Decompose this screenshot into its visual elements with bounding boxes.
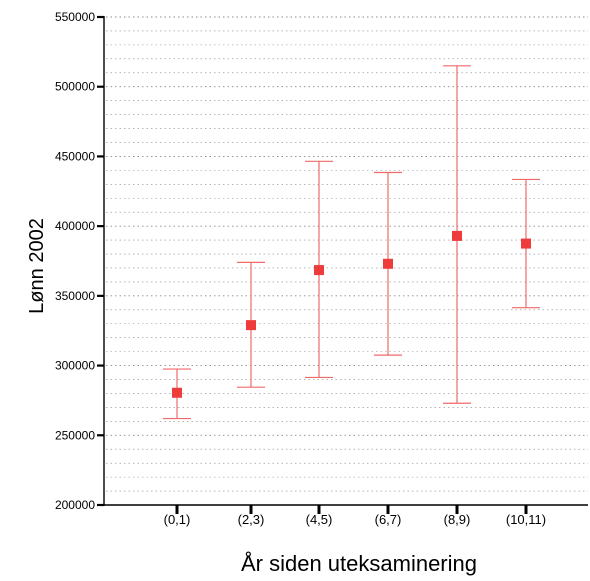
y-tick-label: 500000 [55, 80, 95, 94]
mean-markers [172, 230, 531, 398]
y-axis-ticks: 200000 250000 300000 350000 400000 450000 5000… [55, 10, 104, 512]
x-tick-label: (8,9) [444, 512, 471, 527]
y-tick-label: 250000 [55, 428, 95, 442]
grid-lines [106, 16, 588, 492]
x-axis-ticks: (0,1) (2,3) (4,5) (6,7) (8,9) (10,11) [164, 505, 546, 527]
x-tick-label: (4,5) [306, 512, 333, 527]
x-axis-title: År siden uteksaminering [241, 551, 477, 576]
x-tick-label: (6,7) [375, 512, 402, 527]
y-tick-label: 200000 [55, 498, 95, 512]
y-tick-label: 300000 [55, 359, 95, 373]
x-tick-label: (0,1) [164, 512, 191, 527]
mean-marker [172, 387, 182, 398]
mean-marker [383, 258, 393, 269]
x-tick-label: (10,11) [506, 512, 546, 527]
y-tick-label: 550000 [55, 10, 95, 24]
y-tick-label: 350000 [55, 289, 95, 303]
mean-marker [521, 238, 531, 249]
x-tick-label: (2,3) [238, 512, 265, 527]
mean-marker [314, 265, 324, 276]
mean-marker [452, 230, 462, 241]
y-tick-label: 450000 [55, 149, 95, 163]
y-tick-label: 400000 [55, 219, 95, 233]
axes [103, 16, 588, 506]
y-axis-title: Lønn 2002 [26, 218, 48, 314]
mean-marker [246, 320, 256, 331]
